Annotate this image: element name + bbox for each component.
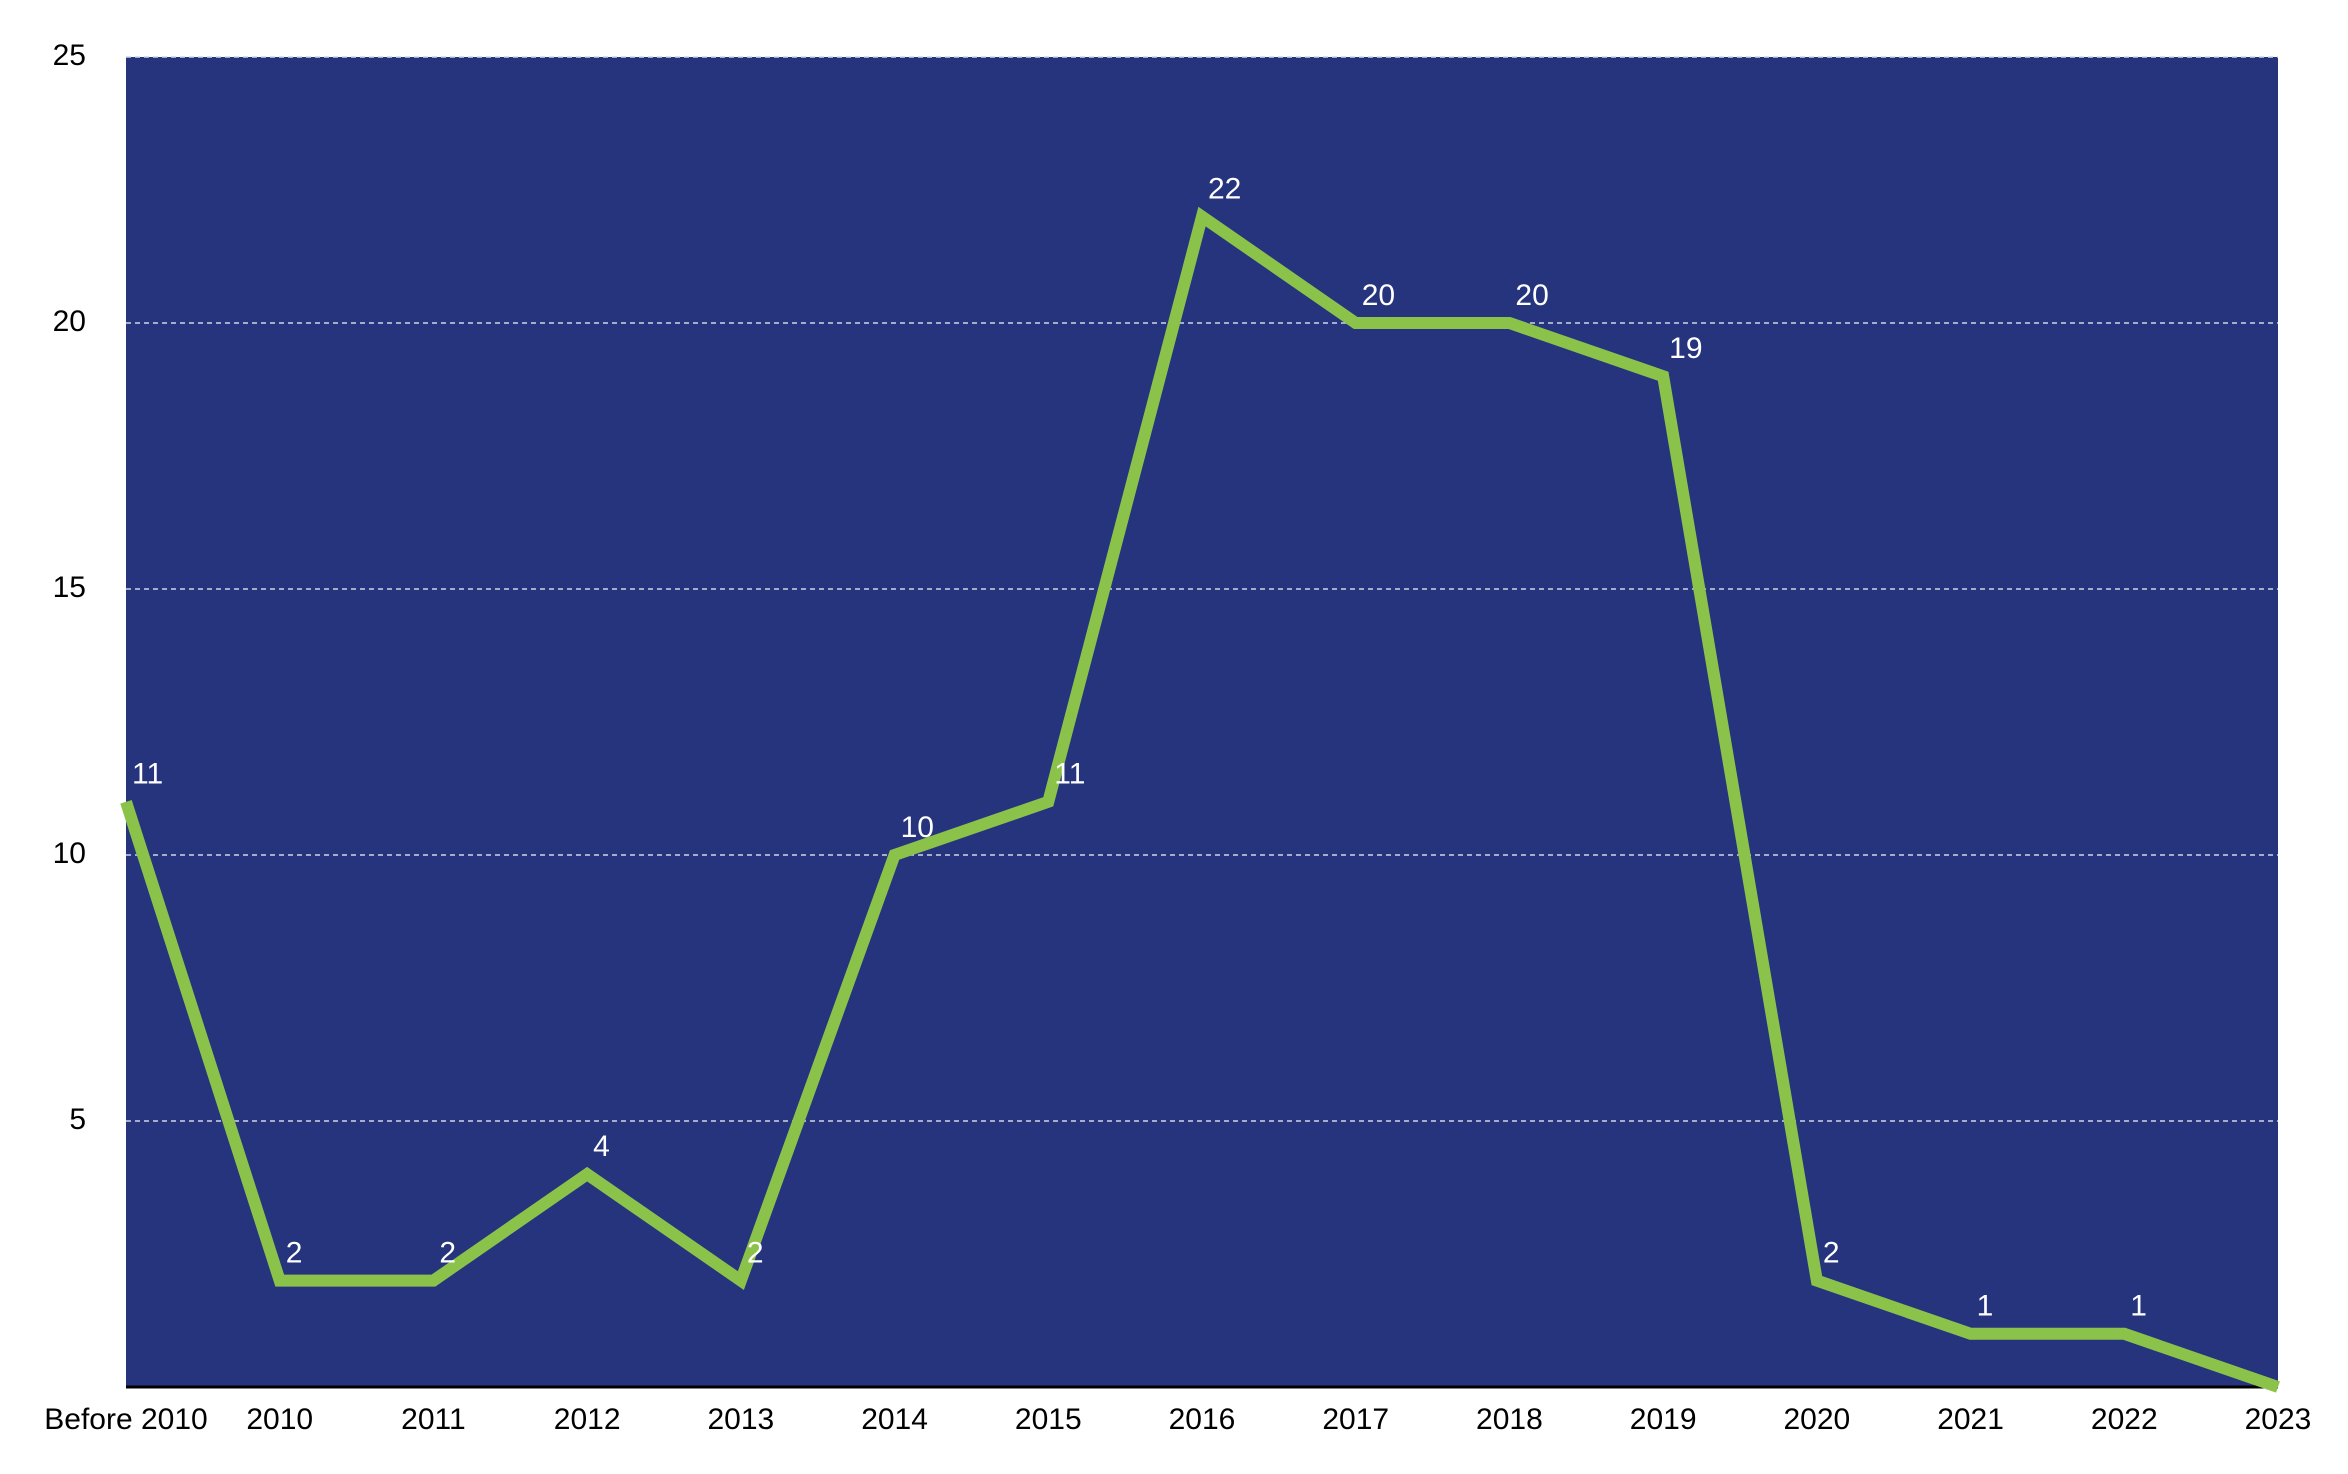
- x-tick-label: 2010: [246, 1403, 313, 1436]
- data-label: 2: [1823, 1237, 1840, 1270]
- x-tick-label: 2017: [1322, 1403, 1389, 1436]
- x-tick-label: 2013: [707, 1403, 774, 1436]
- data-label: 20: [1515, 279, 1548, 312]
- data-label: 2: [286, 1237, 303, 1270]
- data-label: 11: [1054, 758, 1085, 791]
- y-tick-label: 15: [53, 571, 86, 604]
- data-label: 10: [901, 811, 934, 844]
- data-label: 1: [2130, 1290, 2147, 1323]
- y-tick-label: 25: [53, 39, 86, 72]
- y-tick-label: 20: [53, 305, 86, 338]
- x-tick-label: 2018: [1476, 1403, 1543, 1436]
- x-tick-label: 2022: [2091, 1403, 2158, 1436]
- x-tick-label: 2020: [1783, 1403, 1850, 1436]
- x-tick-label: 2011: [401, 1403, 466, 1436]
- x-tick-label: 2015: [1015, 1403, 1082, 1436]
- data-line: [120, 206, 2280, 1393]
- x-tick-label: 2019: [1630, 1403, 1697, 1436]
- x-tick-label: 2021: [1937, 1403, 2004, 1436]
- data-label: 2: [747, 1237, 764, 1270]
- data-label: 4: [593, 1130, 610, 1163]
- y-tick-label: 10: [53, 837, 86, 870]
- x-tick-label: 2012: [554, 1403, 621, 1436]
- data-label: 11: [132, 758, 163, 791]
- x-tick-label: 2023: [2245, 1403, 2312, 1436]
- data-label: 20: [1362, 279, 1395, 312]
- x-tick-label: 2016: [1169, 1403, 1236, 1436]
- x-tick-label: Before 2010: [44, 1403, 207, 1436]
- y-tick-label: 5: [69, 1103, 86, 1136]
- data-label: 1: [1977, 1290, 1994, 1323]
- x-tick-label: 2014: [861, 1403, 928, 1436]
- data-label: 22: [1208, 173, 1241, 206]
- plot-area: [126, 57, 2278, 1387]
- data-label: 19: [1669, 332, 1702, 365]
- data-label: 2: [439, 1237, 456, 1270]
